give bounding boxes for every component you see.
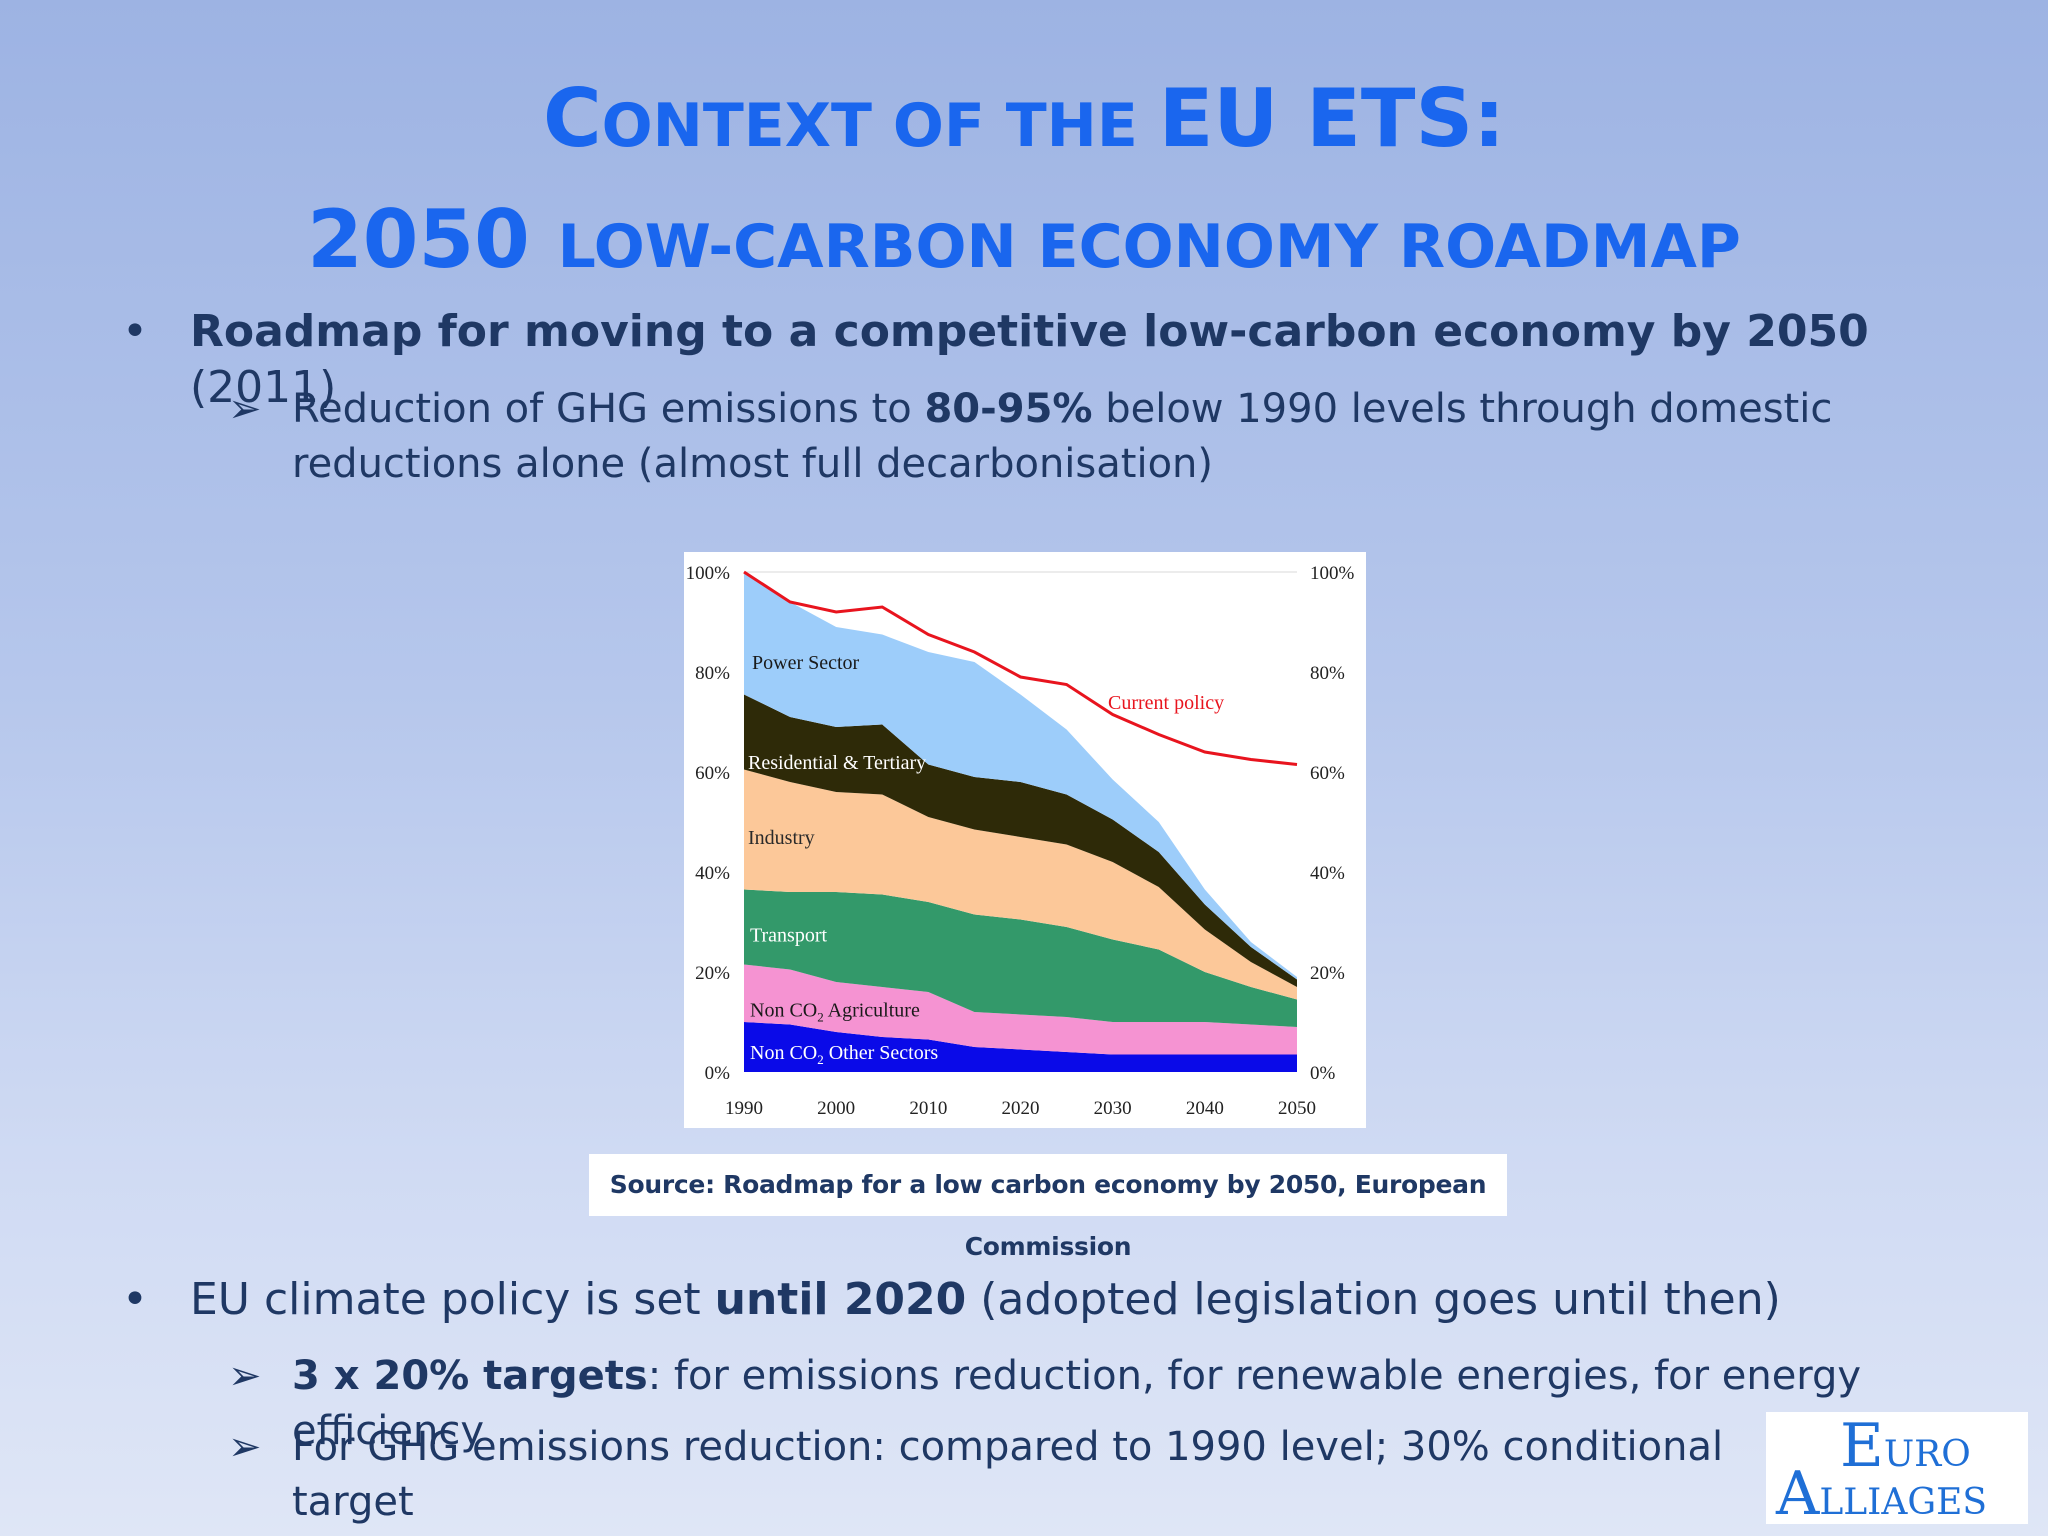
title-line-1: CONTEXT OF THE EU ETS:: [542, 72, 1506, 165]
series-label-transport: Transport: [750, 925, 827, 947]
y-tick-right-label: 40%: [1310, 863, 1345, 884]
y-tick-left-label: 20%: [695, 963, 730, 984]
x-tick-label: 2000: [817, 1098, 855, 1119]
series-label-non-co2-other-sectors: Non CO2 Other Sectors: [750, 1042, 938, 1067]
x-tick-label: 1990: [725, 1098, 763, 1119]
y-tick-left-label: 40%: [695, 863, 730, 884]
title-line-2: 2050 LOW-CARBON ECONOMY ROADMAP: [307, 193, 1741, 286]
logo-line-1: EURO: [1840, 1411, 1971, 1481]
area-transport: [744, 889, 1297, 1027]
sub-bullet-reduction: ➢ Reduction of GHG emissions to 80-95% b…: [228, 382, 2012, 492]
slide-title: CONTEXT OF THE EU ETS: 2050 LOW-CARBON E…: [0, 62, 2048, 304]
x-tick-label: 2050: [1278, 1098, 1316, 1119]
line-current-policy: [743, 570, 1298, 766]
area-non-co2-other-sectors: [744, 1022, 1297, 1072]
area-industry: [744, 769, 1297, 1000]
arrow-bullet-icon: ➢: [228, 1353, 262, 1399]
x-tick-label: 2030: [1094, 1098, 1132, 1119]
y-tick-left-label: 80%: [695, 663, 730, 684]
series-label-industry: Industry: [748, 827, 815, 849]
bullet-dot: •: [122, 306, 148, 357]
sub-bullet-ghg: ➢ For GHG emissions reduction: compared …: [228, 1420, 1752, 1530]
area-residential-tertiary: [744, 694, 1297, 987]
series-label-non-co2-agriculture: Non CO2 Agriculture: [750, 1000, 920, 1025]
area-power-sector: [744, 572, 1297, 980]
logo-line-2: ALLIAGES: [1776, 1459, 1988, 1529]
emissions-chart-svg: 0% 20% 40% 60% 80% 100% 0% 20% 40% 60% 80% 100% 1990…: [686, 563, 1355, 1119]
x-tick-label: 2040: [1186, 1098, 1224, 1119]
y-tick-right-label: 60%: [1310, 763, 1345, 784]
source-caption: Source: Roadmap for a low carbon economy…: [589, 1154, 1507, 1261]
series-label-residential-tertiary: Residential & Tertiary: [748, 752, 926, 774]
x-tick-label: 2010: [909, 1098, 947, 1119]
emissions-chart: 0% 20% 40% 60% 80% 100% 0% 20% 40% 60% 80% 100% 1990…: [684, 552, 1366, 1128]
arrow-bullet-icon: ➢: [228, 386, 262, 432]
euroalliages-logo: EURO ALLIAGES: [1766, 1412, 2028, 1524]
series-label-power-sector: Power Sector: [752, 652, 860, 674]
y-tick-left-label: 60%: [695, 763, 730, 784]
label-current-policy: Current policy: [1108, 692, 1224, 714]
arrow-bullet-icon: ➢: [228, 1424, 262, 1470]
x-tick-label: 2020: [1002, 1098, 1040, 1119]
y-tick-left-label: 0%: [705, 1063, 731, 1084]
sub-bullet-targets: ➢ 3 x 20% targets: for emissions reducti…: [228, 1349, 2012, 1459]
y-tick-right-label: 0%: [1310, 1063, 1336, 1084]
y-tick-right-label: 80%: [1310, 663, 1345, 684]
bullet-dot: •: [122, 1274, 148, 1325]
bullet-climate-policy: • EU climate policy is set until 2020 (a…: [122, 1272, 2010, 1328]
y-tick-right-label: 100%: [1310, 563, 1355, 584]
y-tick-right-label: 20%: [1310, 963, 1345, 984]
bullet-roadmap: • Roadmap for moving to a competitive lo…: [122, 306, 1869, 413]
y-tick-left-label: 100%: [686, 563, 731, 584]
